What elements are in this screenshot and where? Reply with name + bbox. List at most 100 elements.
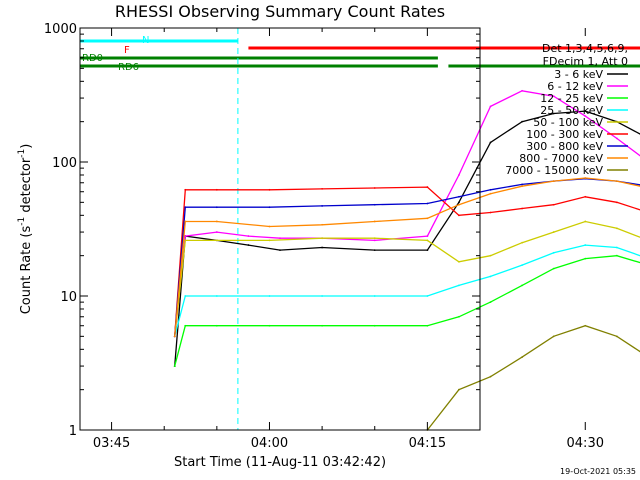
y-axis: 1 10 100 1000 [44, 22, 480, 439]
series-point-4 [268, 239, 271, 242]
series-point-2 [184, 324, 187, 327]
series-point-6 [321, 205, 324, 207]
series-point-3 [552, 251, 555, 254]
x-axis-label: Start Time (11-Aug-11 03:42:42) [174, 455, 386, 470]
series-point-2 [615, 254, 618, 257]
rd6-flag-label: RD6 [118, 62, 139, 73]
series-point-1 [215, 231, 218, 233]
series-point-2 [373, 324, 376, 327]
series-point-2 [458, 315, 460, 318]
series-point-6 [426, 202, 429, 205]
series-point-7 [215, 220, 218, 223]
series-line-2 [174, 255, 640, 367]
series-point-1 [521, 89, 524, 92]
series-point-0 [552, 112, 555, 115]
plot-frame [79, 27, 481, 431]
series-line-5 [174, 186, 640, 337]
legend-label: 800 - 7000 keV [519, 152, 603, 165]
series-point-2 [426, 324, 429, 327]
series-point-6 [215, 206, 218, 209]
series-point-1 [373, 239, 376, 242]
series-point-1 [489, 105, 492, 108]
series-point-5 [458, 214, 460, 217]
series-point-3 [268, 295, 271, 297]
series-point-7 [458, 203, 460, 206]
series-point-0 [321, 246, 324, 249]
series-point-7 [521, 185, 524, 188]
legend-title-line1: Det 1,3,4,5,6,9, [542, 42, 628, 55]
series-point-3 [458, 284, 460, 287]
series-point-1 [584, 115, 587, 118]
series-point-6 [521, 183, 524, 186]
series-point-8 [521, 356, 524, 358]
series-point-4 [426, 239, 429, 242]
series-point-4 [184, 239, 187, 242]
legend-label: 12 - 25 keV [540, 92, 603, 105]
y-axis-label-sup1: -1 [17, 217, 27, 226]
y-tick-label: 10 [60, 290, 77, 305]
series-point-5 [321, 187, 324, 190]
y-tick-label: 100 [52, 156, 77, 171]
series-point-6 [489, 188, 492, 191]
x-tick-label: 04:00 [251, 436, 288, 451]
series-point-8 [458, 388, 460, 391]
y-axis-label-part2: detector [19, 157, 34, 217]
y-tick-label: 1000 [44, 22, 77, 37]
series-point-2 [584, 257, 587, 260]
series-point-1 [426, 235, 429, 237]
y-axis-label-part1: Count Rate (s [19, 226, 34, 315]
series-point-2 [489, 301, 492, 304]
series-point-7 [615, 180, 618, 183]
series-point-2 [268, 324, 271, 327]
f-flag-label: F [124, 45, 130, 56]
series-point-3 [489, 275, 492, 278]
series-point-5 [584, 195, 587, 198]
series-point-3 [521, 264, 524, 267]
series-point-2 [552, 267, 555, 270]
series-point-0 [521, 120, 524, 123]
series-point-7 [489, 192, 492, 195]
y-axis-label: Count Rate (s-1 detector-1) [17, 144, 34, 315]
series-point-1 [184, 235, 187, 237]
series-point-2 [521, 284, 524, 287]
series-point-0 [373, 249, 376, 252]
y-tick-label: 1 [69, 424, 77, 439]
series-point-7 [184, 220, 187, 223]
series-line-7 [174, 177, 640, 337]
x-tick-label: 03:45 [93, 436, 130, 451]
series-point-7 [584, 177, 587, 179]
series-point-5 [521, 207, 524, 210]
series-point-8 [552, 335, 555, 338]
series-point-8 [615, 335, 618, 338]
series-point-2 [321, 324, 324, 327]
x-tick-label: 04:30 [567, 436, 604, 451]
series-point-6 [458, 195, 460, 198]
series-point-3 [615, 246, 618, 249]
series-point-5 [615, 201, 618, 204]
series-point-3 [373, 295, 376, 297]
series-line-4 [174, 220, 640, 337]
chart-title: RHESSI Observing Summary Count Rates [115, 2, 445, 21]
series-line-3 [174, 244, 640, 337]
legend-label: 50 - 100 keV [533, 116, 603, 129]
series-point-4 [615, 227, 618, 230]
legend-label: 100 - 300 keV [526, 128, 603, 141]
series-point-0 [458, 201, 460, 204]
footer-date: 19-Oct-2021 05:35 [560, 467, 636, 476]
series-point-4 [321, 237, 324, 240]
series-point-6 [373, 203, 376, 206]
series-point-4 [521, 241, 524, 244]
series-point-5 [184, 188, 187, 191]
rd0-flag-label: RD0 [82, 53, 103, 64]
legend-label: 300 - 800 keV [526, 140, 603, 153]
series-point-7 [268, 225, 271, 228]
series-point-5 [552, 203, 555, 206]
series-point-4 [458, 260, 460, 263]
series-point-4 [584, 220, 587, 223]
series-point-7 [321, 223, 324, 226]
series-point-8 [489, 375, 492, 378]
series-point-4 [489, 254, 492, 257]
series-point-7 [173, 335, 176, 338]
